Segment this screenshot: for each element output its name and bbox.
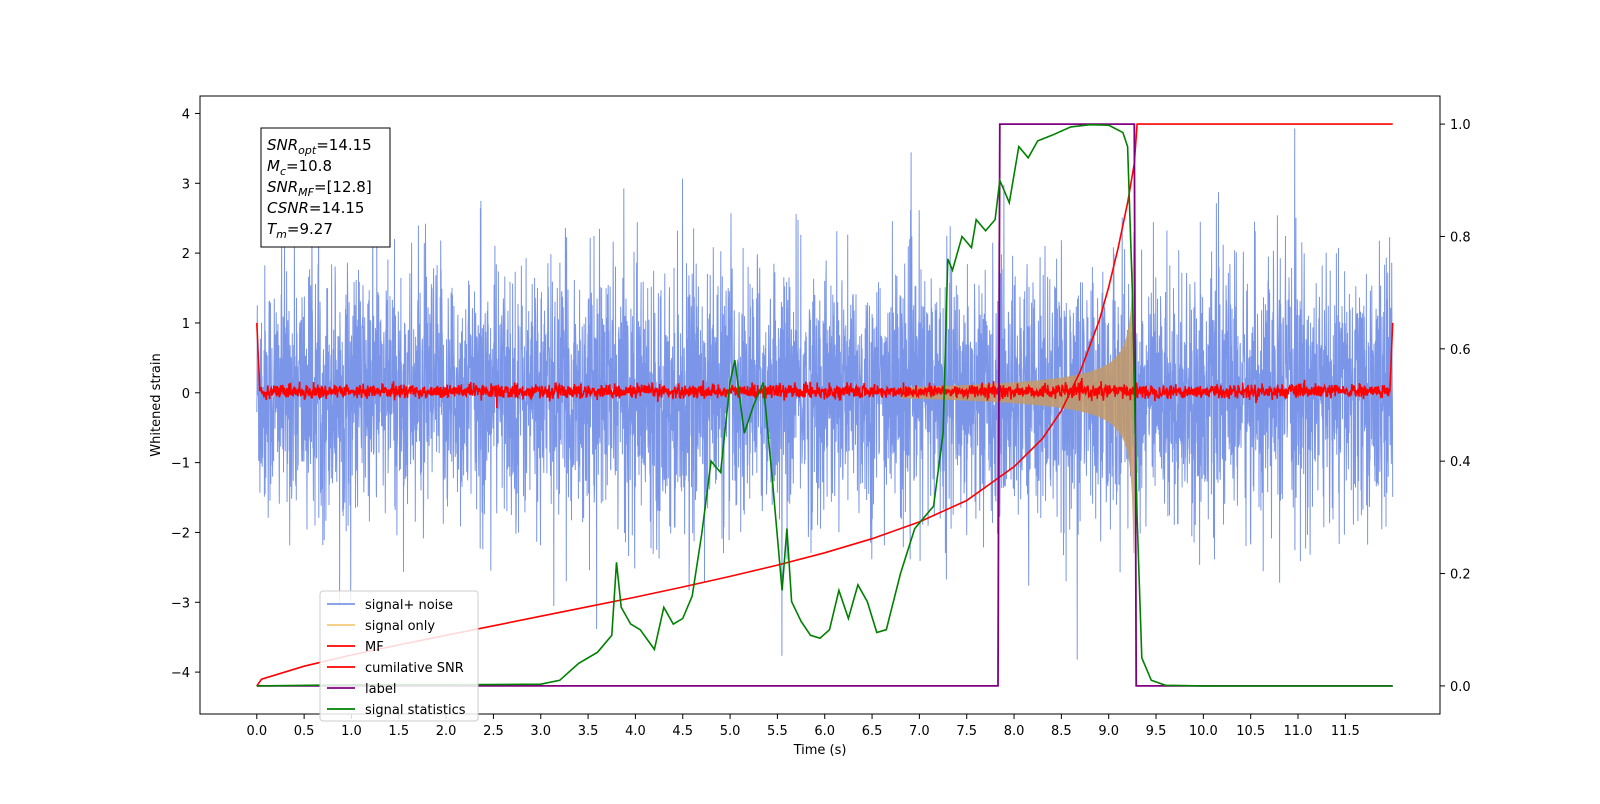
y2-tick-label: 0.4	[1450, 455, 1471, 470]
x-tick-label: 4.5	[672, 724, 693, 739]
legend-label: signal only	[365, 619, 435, 634]
x-tick-label: 1.0	[341, 724, 362, 739]
x-tick-label: 5.0	[720, 724, 741, 739]
series-mf-line	[256, 322, 1394, 409]
legend: signal+ noise signal only MF cumilative SNR…	[319, 590, 479, 722]
y-tick-label: 3	[182, 177, 190, 192]
annotation-box: SNRopt=14.15Mc=10.8SNRMF=[12.8]CSNR=14.1…	[260, 127, 391, 248]
x-tick-label: 11.0	[1284, 724, 1313, 739]
annotation-line: Tm=9.27	[267, 220, 333, 241]
legend-label: signal+ noise	[365, 598, 453, 613]
x-tick-label: 6.0	[814, 724, 835, 739]
x-tick-label: 11.5	[1331, 724, 1360, 739]
legend-frame	[319, 590, 479, 722]
y-tick-label: 1	[182, 317, 190, 332]
x-tick-label: 9.5	[1146, 724, 1167, 739]
legend-label: MF	[365, 640, 384, 655]
y-tick-label: −1	[171, 457, 190, 472]
series-signal-noise-line	[256, 128, 1394, 660]
annotation-line: CSNR=14.15	[267, 199, 364, 217]
y-tick-label: −4	[171, 666, 190, 681]
x-tick-label: 10.5	[1236, 724, 1265, 739]
annotation-line: SNRMF=[12.8]	[267, 178, 372, 199]
y-tick-label: −2	[171, 526, 190, 541]
legend-label: label	[365, 682, 396, 697]
y-axis-label: Whitened strain	[149, 353, 164, 456]
x-tick-label: 2.0	[436, 724, 457, 739]
x-tick-label: 8.5	[1051, 724, 1072, 739]
legend-label: cumilative SNR	[365, 661, 464, 676]
y-tick-label: 4	[182, 107, 190, 122]
axes: 0.0 0.5 1.0 1.5 2.0 2.5 3.0 3.5 4.0 4.5 5.0 5.5 6.0 6…	[171, 107, 1471, 739]
x-tick-label: 3.5	[578, 724, 599, 739]
x-tick-label: 4.0	[625, 724, 646, 739]
series-signal-only-envelope	[900, 232, 1135, 554]
y2-tick-label: 0.8	[1450, 230, 1471, 245]
x-tick-label: 1.5	[388, 724, 409, 739]
x-tick-label: 8.0	[1004, 724, 1025, 739]
y2-tick-label: 0.2	[1450, 568, 1471, 583]
x-tick-label: 6.5	[862, 724, 883, 739]
x-tick-label: 2.5	[483, 724, 504, 739]
x-tick-label: 7.5	[956, 724, 977, 739]
x-axis-label: Time (s)	[793, 743, 847, 758]
annotation-frame	[260, 127, 391, 248]
x-tick-label: 3.0	[530, 724, 551, 739]
x-tick-label: 0.5	[294, 724, 315, 739]
x-tick-label: 5.5	[767, 724, 788, 739]
y2-tick-label: 0.0	[1450, 680, 1471, 695]
x-tick-label: 7.0	[909, 724, 930, 739]
y2-tick-label: 1.0	[1450, 118, 1471, 133]
y2-tick-label: 0.6	[1450, 343, 1471, 358]
plot-frame	[199, 95, 1441, 715]
x-tick-label: 9.0	[1098, 724, 1119, 739]
annotation-line: SNRopt=14.15	[267, 136, 372, 157]
y-tick-label: −3	[171, 596, 190, 611]
legend-label: signal statistics	[365, 703, 466, 718]
y-tick-label: 2	[182, 247, 190, 262]
x-tick-label: 0.0	[246, 724, 267, 739]
annotation-line: Mc=10.8	[267, 157, 332, 178]
y-tick-label: 0	[182, 387, 190, 402]
x-tick-label: 10.0	[1189, 724, 1218, 739]
series-signal-statistics-line	[256, 123, 1393, 687]
